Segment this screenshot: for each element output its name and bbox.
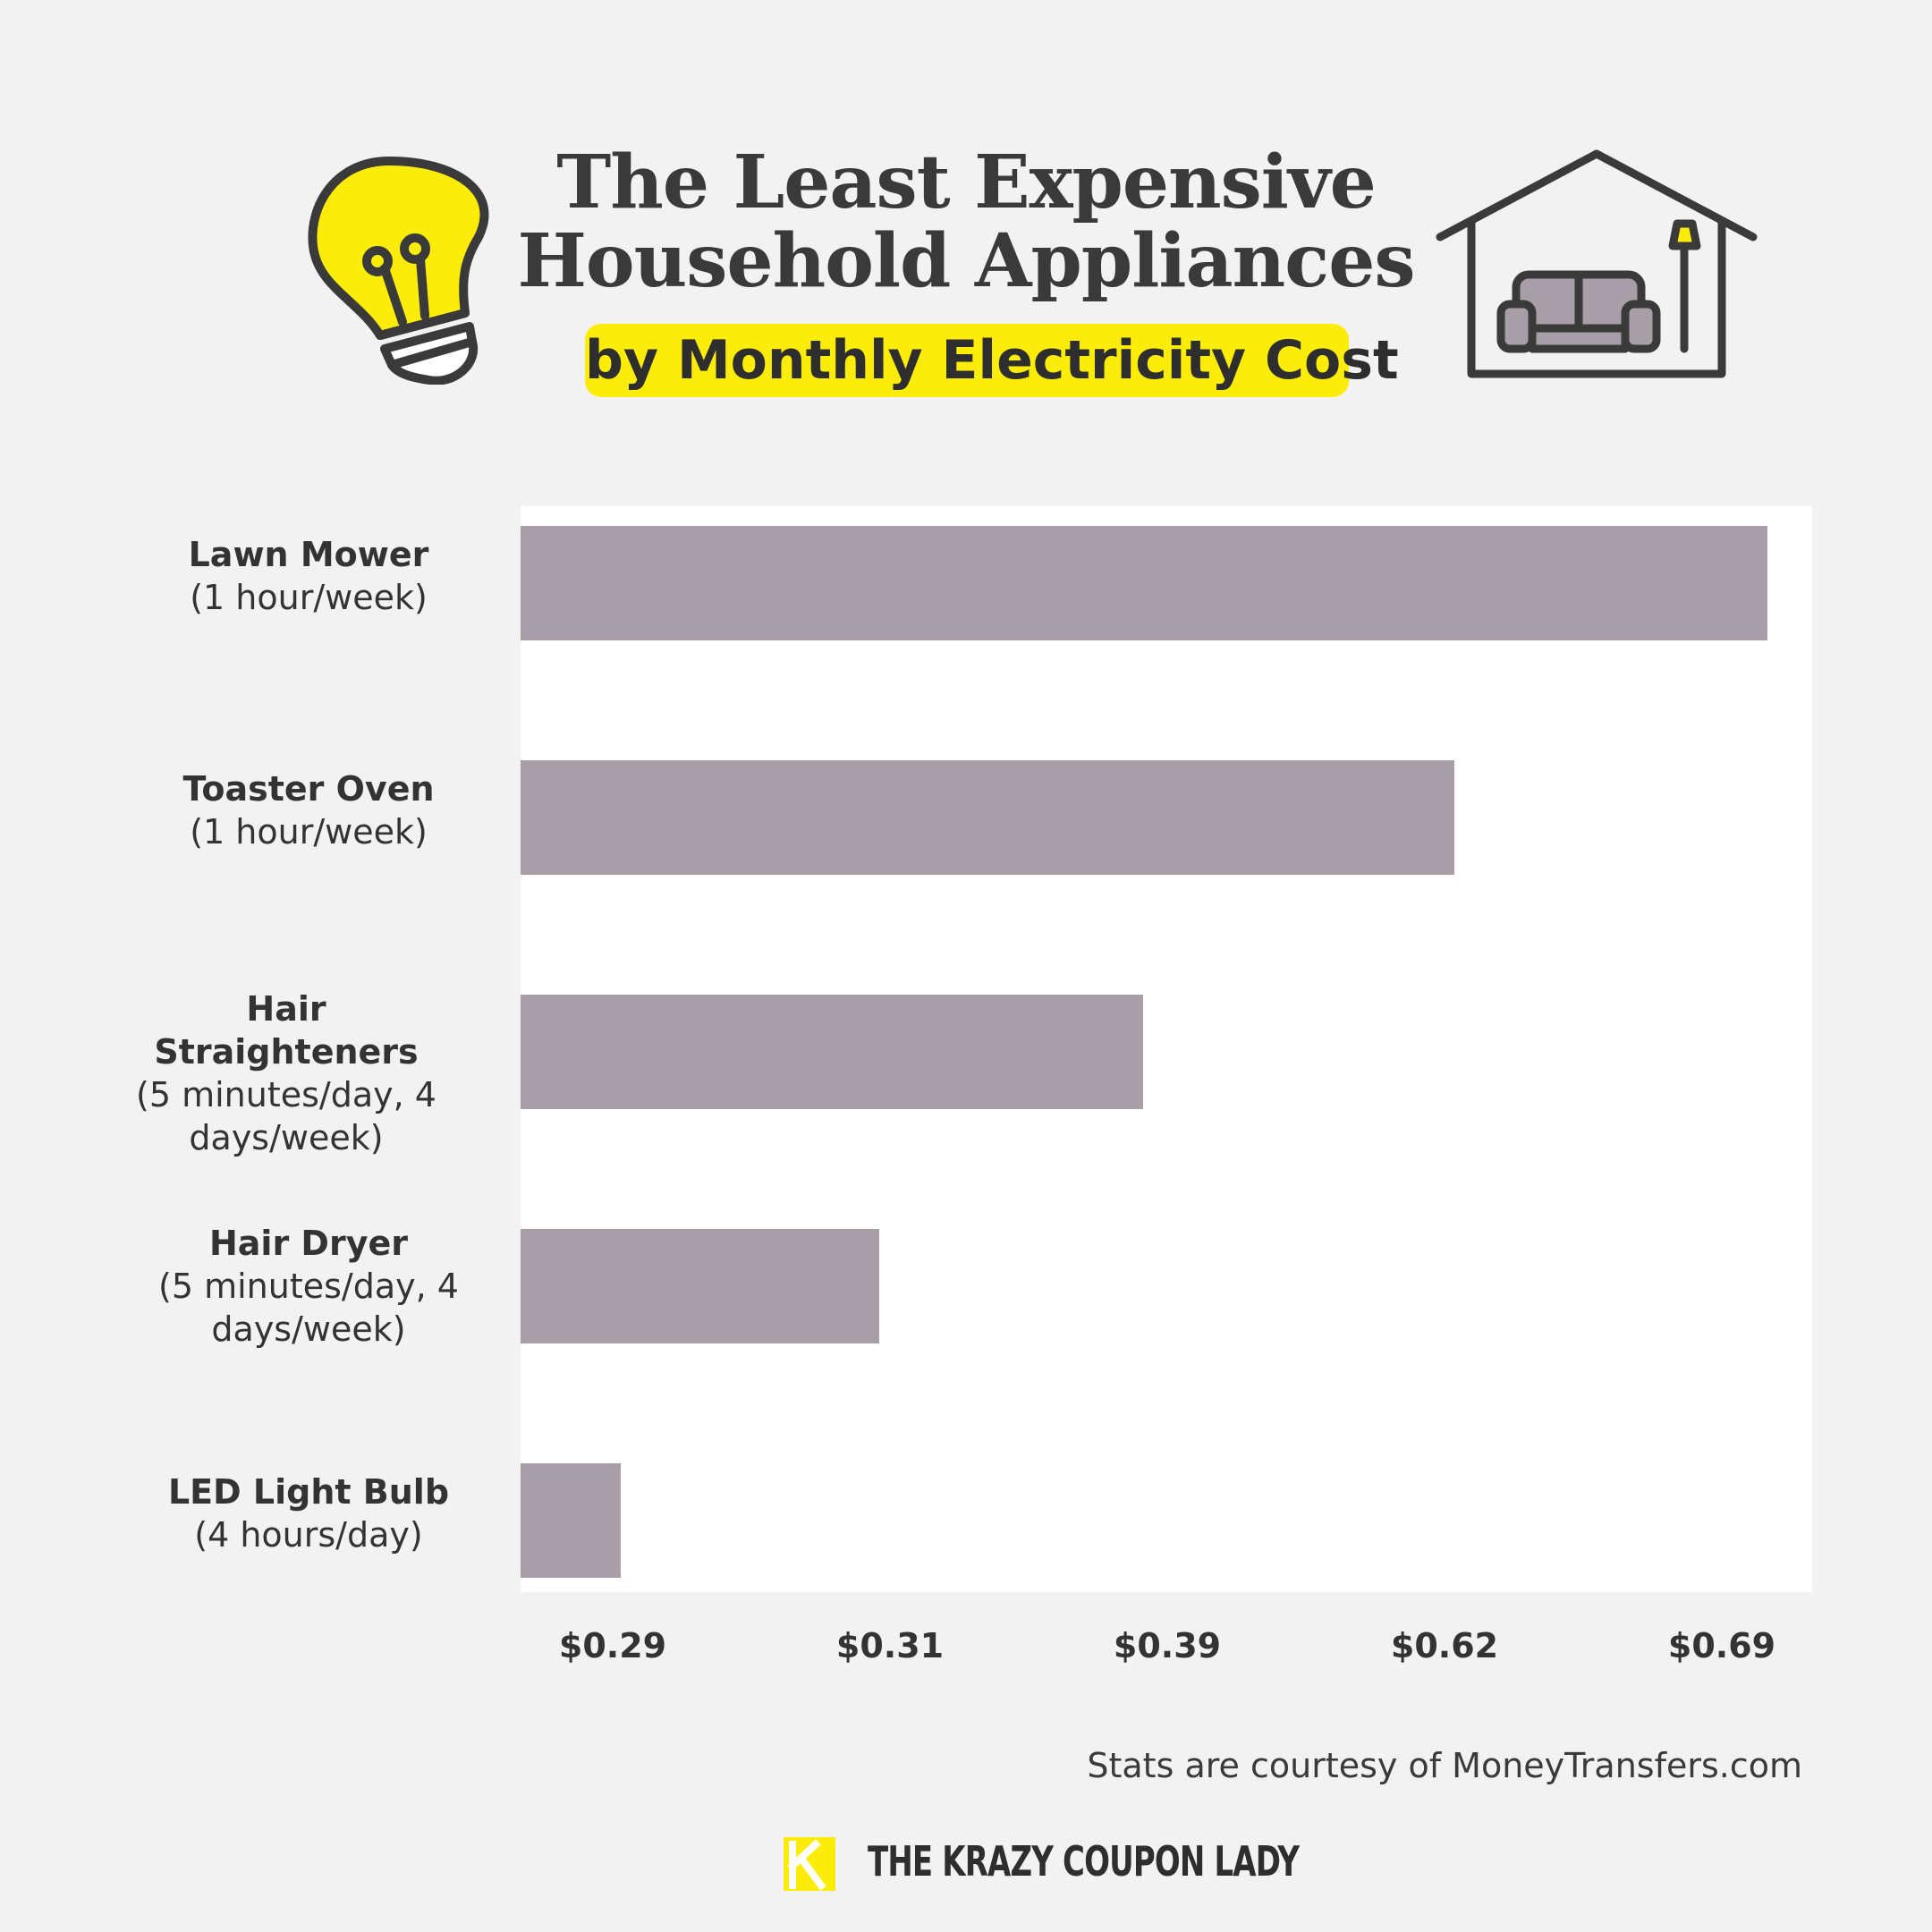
category-label: Hair Straighteners (5 minutes/day, 4 days… bbox=[116, 987, 456, 1159]
category-label: LED Light Bulb (4 hours/day) bbox=[143, 1470, 474, 1556]
bar-toaster-oven bbox=[521, 760, 1454, 875]
bar-hair-straighteners bbox=[521, 995, 1143, 1109]
category-note: (1 hour/week) bbox=[190, 578, 428, 617]
category-note: (5 minutes/day, 4 days/week) bbox=[158, 1267, 459, 1349]
bar-hair-dryer bbox=[521, 1229, 879, 1343]
category-note: (1 hour/week) bbox=[190, 812, 428, 852]
bar-lawn-mower bbox=[521, 526, 1767, 640]
x-tick-label: $0.29 bbox=[558, 1626, 667, 1665]
house-with-couch-icon bbox=[1436, 149, 1758, 378]
category-name: Toaster Oven bbox=[182, 769, 435, 809]
category-label: Hair Dryer (5 minutes/day, 4 days/week) bbox=[143, 1222, 474, 1351]
category-note: (5 minutes/day, 4 days/week) bbox=[136, 1075, 436, 1157]
x-tick-label: $0.31 bbox=[835, 1626, 945, 1665]
x-tick-label: $0.39 bbox=[1113, 1626, 1222, 1665]
source-note: Stats are courtesy of MoneyTransfers.com bbox=[1087, 1746, 1802, 1785]
x-tick-label: $0.69 bbox=[1667, 1626, 1776, 1665]
title-line-1: The Least Expensive bbox=[556, 140, 1377, 225]
category-name: Lawn Mower bbox=[188, 535, 429, 574]
category-name: Hair Straighteners bbox=[154, 989, 419, 1072]
chart-title: The Least Expensive Household Appliances bbox=[501, 143, 1431, 301]
category-label: Lawn Mower (1 hour/week) bbox=[143, 533, 474, 619]
title-line-2: Household Appliances bbox=[517, 218, 1415, 304]
category-note: (4 hours/day) bbox=[194, 1515, 423, 1555]
category-label: Toaster Oven (1 hour/week) bbox=[143, 767, 474, 853]
chart-subtitle: by Monthly Electricity Cost bbox=[585, 324, 1399, 397]
category-name: Hair Dryer bbox=[208, 1224, 408, 1263]
krazy-coupon-lady-logo bbox=[784, 1837, 835, 1891]
lightbulb-icon bbox=[308, 157, 489, 385]
category-name: LED Light Bulb bbox=[167, 1472, 450, 1512]
brand-name: THE KRAZY COUPON LADY bbox=[868, 1837, 1300, 1885]
bar-led-light-bulb bbox=[521, 1463, 621, 1578]
x-tick-label: $0.62 bbox=[1390, 1626, 1499, 1665]
